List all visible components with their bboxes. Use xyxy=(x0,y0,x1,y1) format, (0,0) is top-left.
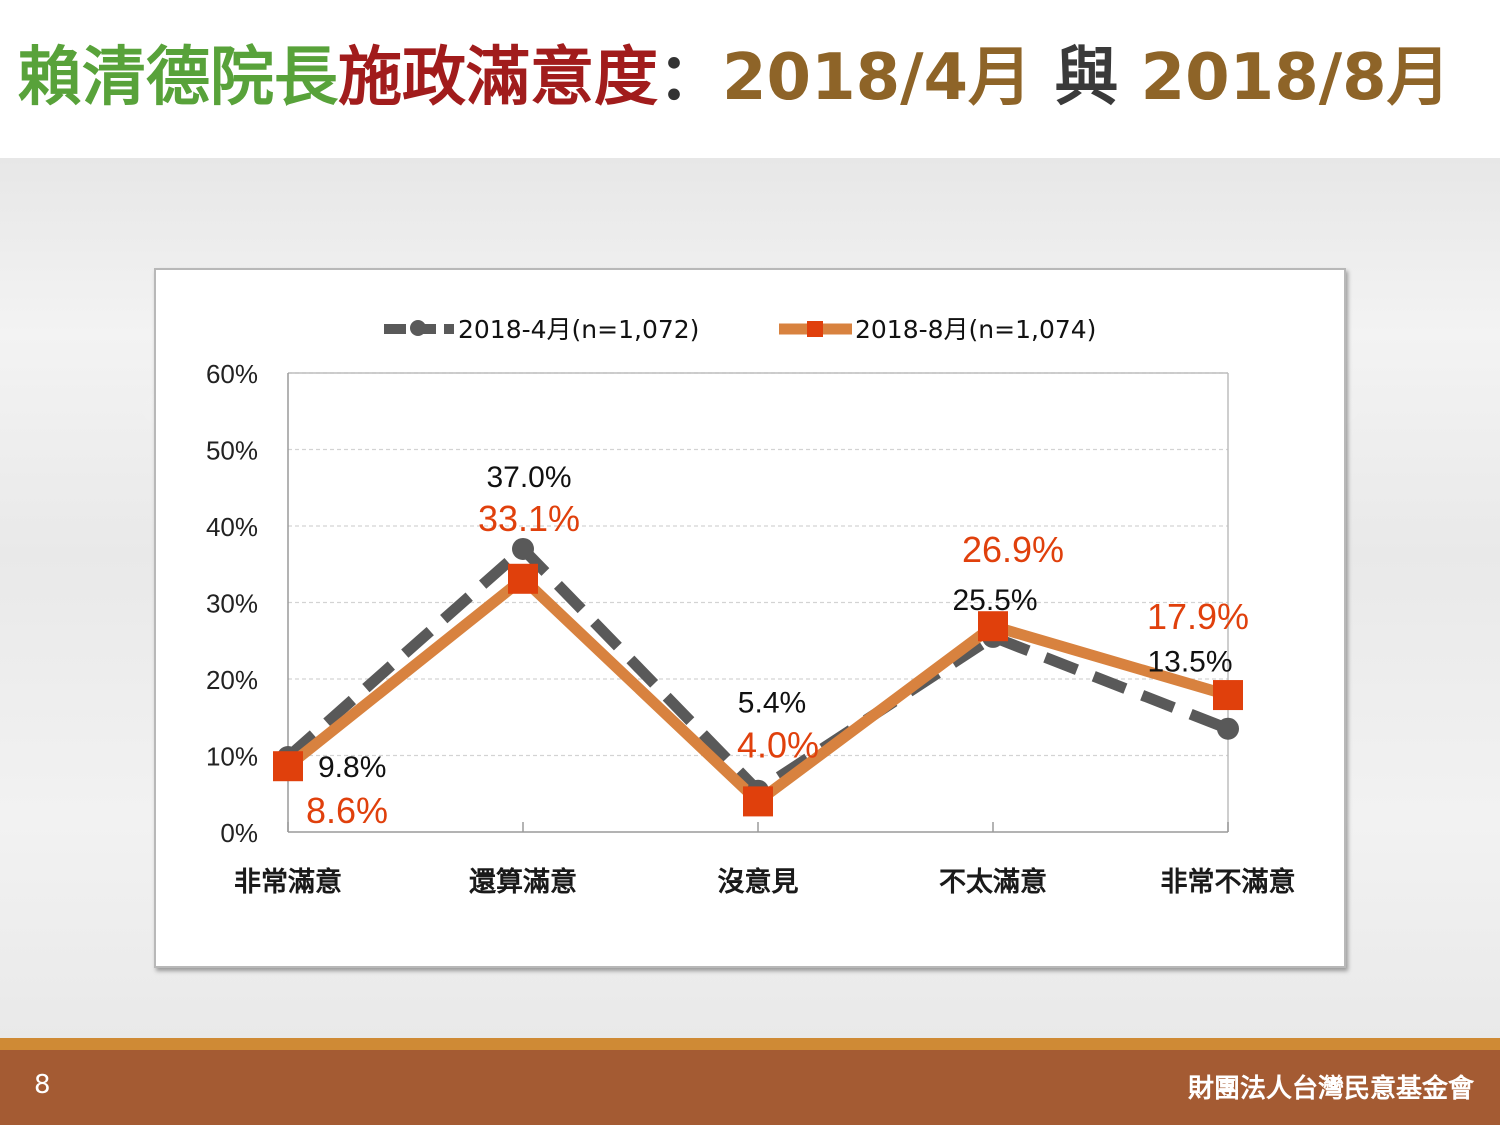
title-separator: ： xyxy=(658,41,722,115)
legend-marker-april xyxy=(410,320,426,336)
legend-label-april: 2018-4月(n=1,072) xyxy=(458,315,699,344)
y-tick-label: 10% xyxy=(206,742,258,772)
data-label-april: 9.8% xyxy=(318,751,386,784)
marker-august-square xyxy=(273,751,303,782)
title-period-april: 2018/4月 xyxy=(722,41,1033,115)
page-number: 8 xyxy=(34,1070,51,1100)
x-tick-label: 不太滿意 xyxy=(939,866,1047,898)
slide-footer xyxy=(0,1050,1500,1125)
x-tick-label: 非常滿意 xyxy=(234,866,342,898)
data-label-august: 8.6% xyxy=(306,790,388,831)
data-label-august: 4.0% xyxy=(737,724,819,765)
legend-marker-august xyxy=(807,321,823,337)
y-tick-label: 0% xyxy=(220,818,258,848)
x-tick-label: 非常不滿意 xyxy=(1161,866,1296,898)
data-label-august: 33.1% xyxy=(478,498,580,539)
y-tick-label: 60% xyxy=(206,359,258,389)
organization-name: 財團法人台灣民意基金會 xyxy=(1187,1074,1474,1104)
chart-legend: 2018-4月(n=1,072) 2018-8月(n=1,074) xyxy=(384,315,1096,344)
chart-frame: 0% 10% 20% 30% 40% 50% 60% 非常滿意 還算滿意 沒意見 不太滿意 非常不滿意… xyxy=(154,268,1346,968)
data-label-april: 25.5% xyxy=(952,584,1037,617)
title-period-august: 2018/8月 xyxy=(1140,41,1451,115)
y-tick-label: 30% xyxy=(206,589,258,619)
marker-august-square xyxy=(978,611,1008,642)
data-label-august: 17.9% xyxy=(1147,596,1249,637)
slide-header: 賴清德院長施政滿意度：2018/4月 與 2018/8月 xyxy=(0,0,1500,158)
y-tick-label: 50% xyxy=(206,436,258,466)
footer-accent-bar xyxy=(0,1038,1500,1050)
slide-title: 賴清德院長施政滿意度：2018/4月 與 2018/8月 xyxy=(18,46,1451,110)
series-markers xyxy=(273,537,1243,817)
x-tick-label: 還算滿意 xyxy=(469,866,577,898)
title-premier: 賴清德院長 xyxy=(18,41,338,115)
marker-april-circle xyxy=(1217,717,1239,740)
data-label-april: 37.0% xyxy=(486,461,571,494)
marker-august-square xyxy=(743,786,773,817)
data-label-april: 13.5% xyxy=(1147,646,1232,679)
marker-april-circle xyxy=(512,537,534,560)
legend-label-august: 2018-8月(n=1,074) xyxy=(855,315,1096,344)
title-topic: 施政滿意度 xyxy=(338,41,658,115)
x-tick-label: 沒意見 xyxy=(718,866,799,898)
marker-august-square xyxy=(1213,680,1243,711)
axes: 0% 10% 20% 30% 40% 50% 60% 非常滿意 還算滿意 沒意見 不太滿意 非常不滿意 xyxy=(206,359,1296,898)
data-label-april: 5.4% xyxy=(738,687,806,720)
data-label-august: 26.9% xyxy=(962,529,1064,570)
y-tick-label: 20% xyxy=(206,665,258,695)
y-tick-label: 40% xyxy=(206,512,258,542)
line-chart: 0% 10% 20% 30% 40% 50% 60% 非常滿意 還算滿意 沒意見 不太滿意 非常不滿意… xyxy=(206,315,1296,898)
title-conjunction: 與 xyxy=(1032,41,1141,115)
data-labels: 9.8% 37.0% 5.4% 25.5% 13.5% 8.6% 33.1% 4.0% 26.9… xyxy=(306,461,1249,831)
marker-august-square xyxy=(508,563,538,594)
